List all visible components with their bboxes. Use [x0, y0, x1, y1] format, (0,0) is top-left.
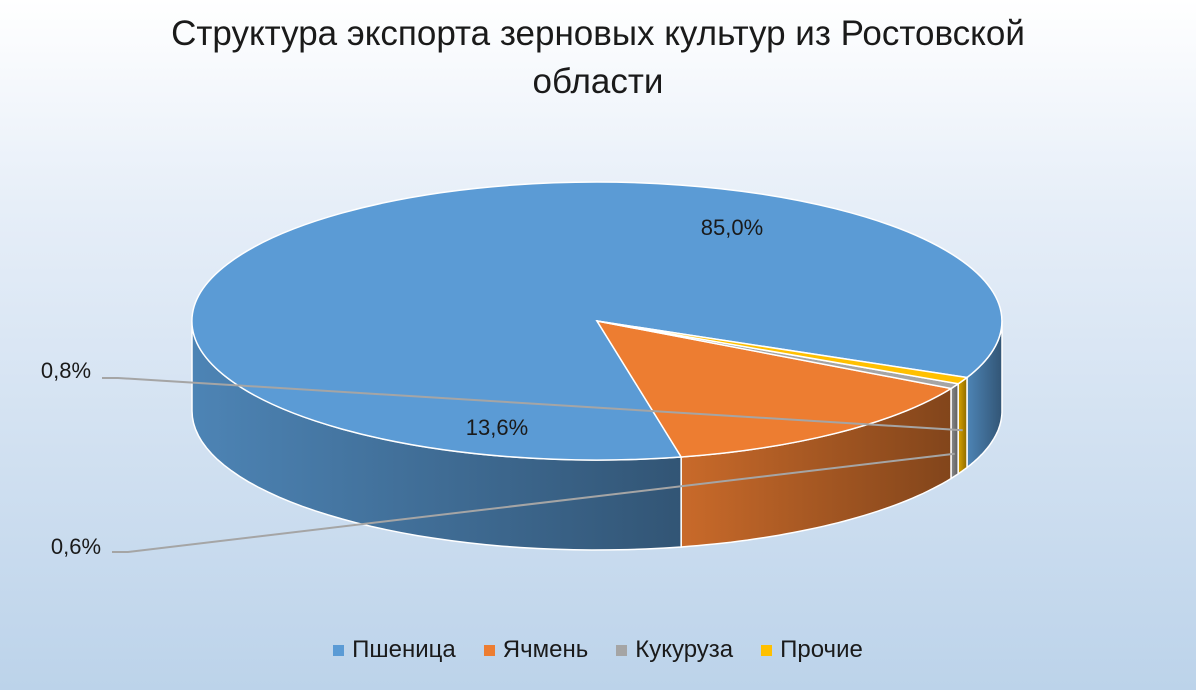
data-label-barley: 13,6% [466, 415, 528, 440]
legend-swatch-corn [616, 644, 628, 656]
chart-title: Структура экспорта зерновых культур из Р… [0, 10, 1196, 106]
pie-side-other [957, 375, 968, 475]
leader-line-other [102, 377, 963, 432]
pie-side-corn [950, 383, 959, 480]
legend-label-barley: Ячмень [502, 636, 589, 663]
data-label-other: 0,8% [41, 358, 91, 383]
leader-line-corn [112, 452, 955, 553]
legend-item-other: Прочие [761, 636, 863, 664]
chart-title-line1: Структура экспорта зерновых культур из Р… [171, 14, 1025, 53]
data-label-corn: 0,6% [51, 534, 101, 559]
legend-label-corn: Кукуруза [635, 636, 734, 663]
legend-swatch-barley [483, 644, 495, 656]
chart-title-line2: области [532, 62, 664, 101]
pie-slice-barley [595, 319, 954, 458]
legend-item-barley: Ячмень [483, 636, 589, 664]
pie-slice-other [596, 320, 969, 385]
legend-label-wheat: Пшеница [352, 636, 456, 663]
legend-item-corn: Кукуруза [616, 636, 733, 664]
legend: Пшеница Ячмень Кукуруза Прочие [0, 636, 1196, 664]
legend-swatch-wheat [333, 644, 345, 656]
legend-swatch-other [761, 644, 773, 656]
legend-label-other: Прочие [780, 636, 863, 663]
data-label-wheat: 85,0% [701, 215, 763, 240]
legend-item-wheat: Пшеница [333, 636, 456, 664]
